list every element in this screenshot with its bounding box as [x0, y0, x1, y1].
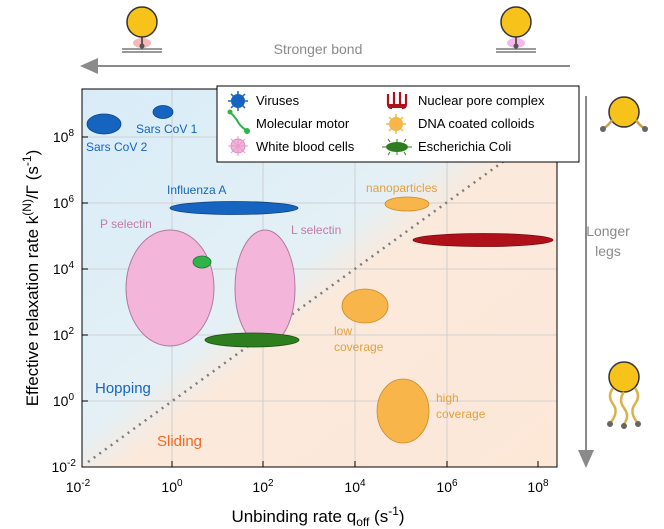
high-coverage-label-2: coverage: [436, 407, 486, 421]
legend-viruses: Viruses: [256, 93, 300, 108]
influenza-a-region: [169, 201, 299, 215]
legend-white-blood-cells: White blood cells: [256, 139, 355, 154]
x-tick-label: 102: [252, 478, 274, 495]
legend-dna-colloids: DNA coated colloids: [418, 116, 535, 131]
legend-nuclear-pore: Nuclear pore complex: [418, 93, 545, 108]
l-selectin-region: [234, 229, 296, 347]
y-tick-label: 10-2: [52, 458, 77, 475]
hopping-sliding-boundary: [87, 146, 523, 464]
low-coverage-label-1: low: [334, 324, 352, 338]
molecular-motor-icon: [227, 109, 250, 134]
sars-cov-1-region: [152, 105, 174, 119]
x-tick-label: 106: [436, 478, 458, 495]
y-tick-label: 102: [53, 326, 75, 343]
virus-icon: [228, 91, 248, 111]
low-coverage-region: [341, 288, 389, 324]
particle-short-legs-icon: [600, 96, 648, 132]
particle-long-legs-icon: [607, 361, 641, 429]
p-selectin-label: P selectin: [100, 217, 152, 231]
nuclear-pore-icon: [386, 92, 408, 110]
white-blood-cell-icon: [228, 136, 248, 156]
x-tick-labels: 10-2 100 102 104 106 108: [66, 478, 549, 495]
x-tick-label: 104: [344, 478, 366, 495]
y-tick-label: 104: [53, 260, 75, 277]
axis-ticks: [81, 136, 539, 468]
y-tick-labels: 10-2 100 102 104 106 108: [52, 128, 77, 475]
legend-ecoli: Escherichia Coli: [418, 139, 511, 154]
legend-molecular-motor: Molecular motor: [256, 116, 350, 131]
ecoli-icon: [382, 138, 412, 156]
sars-cov-2-region: [86, 113, 122, 135]
particle-weak-bond-icon: [122, 6, 162, 53]
nuclear-pore-region: [412, 233, 554, 247]
low-coverage-label-2: coverage: [334, 340, 384, 354]
nanoparticles-label: nanoparticles: [366, 181, 437, 195]
nanoparticles-region: [384, 196, 430, 212]
x-tick-label: 100: [161, 478, 183, 495]
dna-colloid-icon: [386, 114, 406, 134]
influenza-a-label: Influenza A: [167, 183, 226, 197]
p-selectin-region: [125, 229, 215, 347]
sars-cov-2-label: Sars CoV 2: [86, 140, 148, 154]
y-axis-label: Effective relaxation rate k(N)/Γ (s-1): [20, 150, 42, 407]
hopping-label: Hopping: [95, 380, 151, 397]
high-coverage-region: [376, 378, 430, 444]
ecoli-region: [204, 332, 300, 348]
high-coverage-label-1: high: [436, 391, 459, 405]
y-tick-label: 106: [53, 194, 75, 211]
molecular-motor-region: [192, 255, 212, 269]
sars-cov-1-label: Sars CoV 1: [136, 122, 198, 136]
stronger-bond-label: Stronger bond: [274, 41, 363, 57]
longer-legs-arrow: [578, 96, 594, 468]
x-axis-label: Unbinding rate qoff (s-1): [231, 504, 404, 529]
longer-legs-label-2: legs: [595, 243, 621, 259]
particle-strong-bond-icon: [496, 6, 536, 53]
stronger-bond-arrow: [80, 58, 570, 74]
sliding-label: Sliding: [157, 433, 202, 450]
x-tick-label: 108: [527, 478, 549, 495]
legend: Viruses Molecular motor White blood cell…: [216, 85, 580, 163]
longer-legs-label-1: Longer: [586, 223, 630, 239]
y-tick-label: 100: [53, 392, 75, 409]
l-selectin-label: L selectin: [291, 223, 341, 237]
y-tick-label: 108: [53, 128, 75, 145]
x-tick-label: 10-2: [66, 478, 91, 495]
